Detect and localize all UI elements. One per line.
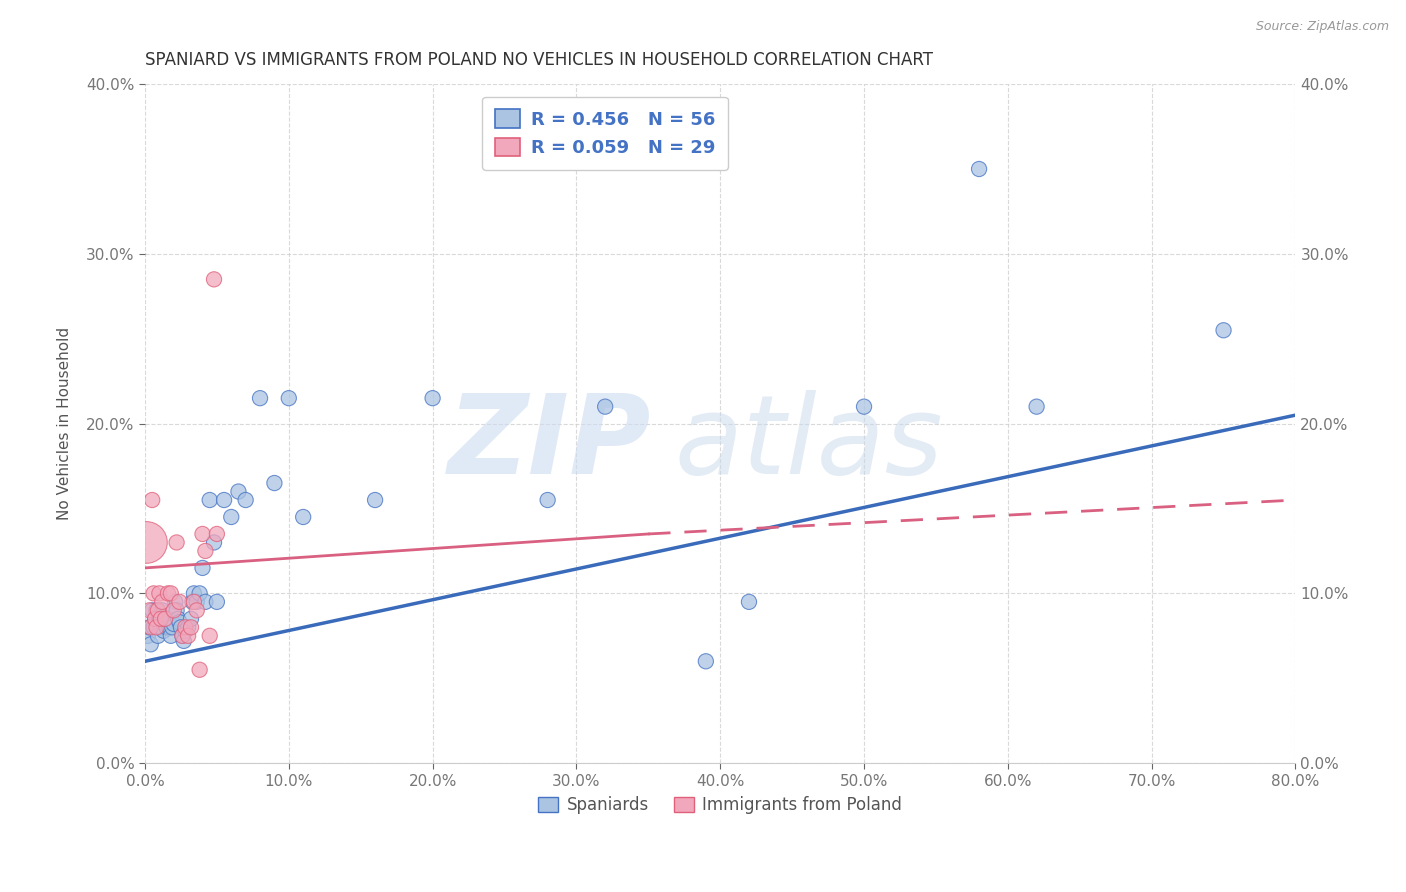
Point — [160, 629, 183, 643]
Point — [145, 603, 167, 617]
Point — [163, 603, 186, 617]
Point — [148, 612, 170, 626]
Point — [967, 161, 990, 176]
Text: atlas: atlas — [675, 391, 943, 498]
Point — [174, 624, 197, 638]
Y-axis label: No Vehicles in Household: No Vehicles in Household — [58, 327, 72, 520]
Point — [194, 595, 217, 609]
Point — [738, 595, 761, 609]
Point — [159, 620, 181, 634]
Legend: Spaniards, Immigrants from Poland: Spaniards, Immigrants from Poland — [530, 788, 911, 822]
Point — [364, 493, 387, 508]
Point — [183, 595, 205, 609]
Point — [198, 629, 221, 643]
Point — [160, 586, 183, 600]
Point — [139, 620, 162, 634]
Point — [205, 527, 228, 541]
Text: Source: ZipAtlas.com: Source: ZipAtlas.com — [1256, 20, 1389, 33]
Point — [202, 272, 225, 286]
Point — [853, 400, 876, 414]
Point — [148, 586, 170, 600]
Point — [141, 493, 163, 508]
Point — [235, 493, 257, 508]
Point — [183, 586, 205, 600]
Point — [165, 595, 187, 609]
Point — [188, 663, 211, 677]
Point — [422, 391, 444, 405]
Point — [142, 586, 165, 600]
Point — [143, 612, 166, 626]
Point — [173, 634, 195, 648]
Point — [186, 603, 208, 617]
Point — [249, 391, 271, 405]
Point — [277, 391, 299, 405]
Point — [146, 603, 169, 617]
Point — [142, 620, 165, 634]
Point — [135, 535, 157, 549]
Point — [153, 612, 176, 626]
Point — [292, 510, 315, 524]
Point — [188, 586, 211, 600]
Point — [537, 493, 560, 508]
Point — [149, 620, 172, 634]
Point — [162, 620, 184, 634]
Point — [180, 612, 202, 626]
Point — [145, 620, 167, 634]
Point — [180, 620, 202, 634]
Point — [150, 603, 173, 617]
Point — [152, 624, 174, 638]
Text: ZIP: ZIP — [447, 391, 651, 498]
Point — [150, 595, 173, 609]
Point — [138, 603, 160, 617]
Point — [177, 629, 200, 643]
Point — [141, 603, 163, 617]
Point — [202, 535, 225, 549]
Point — [228, 484, 250, 499]
Point — [166, 535, 188, 549]
Point — [149, 612, 172, 626]
Point — [146, 629, 169, 643]
Point — [191, 527, 214, 541]
Point — [139, 637, 162, 651]
Point — [155, 620, 177, 634]
Point — [143, 612, 166, 626]
Point — [181, 595, 204, 609]
Point — [205, 595, 228, 609]
Point — [156, 586, 179, 600]
Point — [136, 629, 159, 643]
Point — [1025, 400, 1047, 414]
Point — [198, 493, 221, 508]
Point — [153, 616, 176, 631]
Point — [263, 476, 285, 491]
Point — [177, 620, 200, 634]
Point — [156, 612, 179, 626]
Point — [212, 493, 235, 508]
Point — [169, 595, 191, 609]
Point — [163, 616, 186, 631]
Point — [191, 561, 214, 575]
Point — [166, 603, 188, 617]
Point — [172, 629, 194, 643]
Point — [219, 510, 242, 524]
Point — [194, 544, 217, 558]
Point — [174, 620, 197, 634]
Point — [172, 629, 194, 643]
Text: SPANIARD VS IMMIGRANTS FROM POLAND NO VEHICLES IN HOUSEHOLD CORRELATION CHART: SPANIARD VS IMMIGRANTS FROM POLAND NO VE… — [145, 51, 934, 69]
Point — [1212, 323, 1234, 337]
Point — [170, 620, 193, 634]
Point — [138, 620, 160, 634]
Point — [169, 615, 191, 630]
Point — [167, 612, 190, 626]
Point — [186, 595, 208, 609]
Point — [593, 400, 616, 414]
Point — [695, 654, 717, 668]
